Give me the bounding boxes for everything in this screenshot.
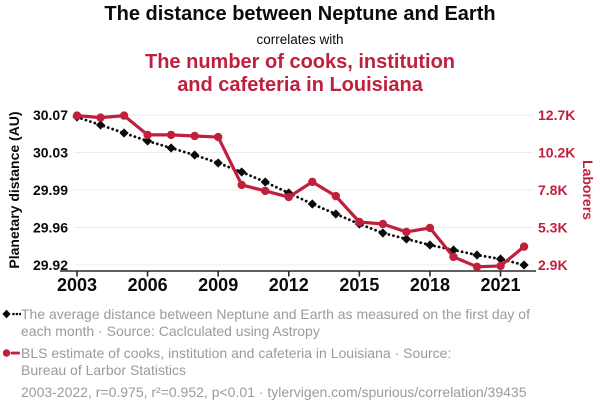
svg-text:2.9K: 2.9K bbox=[538, 257, 568, 273]
svg-text:2012: 2012 bbox=[269, 275, 309, 295]
svg-text:7.8K: 7.8K bbox=[538, 182, 568, 198]
legend-text-line: Bureau of Larbor Statistics bbox=[21, 362, 186, 378]
svg-text:2018: 2018 bbox=[410, 275, 450, 295]
chart-subtitle: The number of cooks, institution and caf… bbox=[0, 51, 600, 97]
svg-text:12.7K: 12.7K bbox=[538, 107, 575, 123]
svg-text:2006: 2006 bbox=[128, 275, 168, 295]
svg-text:29.96: 29.96 bbox=[33, 220, 68, 236]
svg-text:2015: 2015 bbox=[339, 275, 379, 295]
legend-text-line: each month · Source: Caclculated using A… bbox=[21, 323, 320, 339]
svg-text:2003: 2003 bbox=[57, 275, 97, 295]
svg-text:10.2K: 10.2K bbox=[538, 145, 575, 161]
stats-footer: 2003-2022, r=0.975, r²=0.952, p<0.01 · t… bbox=[21, 384, 527, 400]
black-diamond-dotted-marker-icon bbox=[2, 309, 21, 319]
subtitle-line-1: The number of cooks, institution bbox=[145, 51, 455, 73]
svg-text:29.92: 29.92 bbox=[33, 257, 68, 273]
legend-item-neptune-distance: The average distance between Neptune and… bbox=[2, 306, 590, 340]
legend-item-cooks-louisiana: BLS estimate of cooks, institution and c… bbox=[2, 345, 590, 379]
correlates-with-text: correlates with bbox=[256, 32, 344, 47]
svg-text:2021: 2021 bbox=[481, 275, 521, 295]
legend-text-line: The average distance between Neptune and… bbox=[21, 306, 530, 322]
chart-canvas: 2003 2006 2009 2012 2015 2018 2021 30.07 30.03 29… bbox=[33, 107, 575, 295]
svg-text:30.07: 30.07 bbox=[33, 107, 68, 123]
svg-text:5.3K: 5.3K bbox=[538, 220, 568, 236]
legend-text-line: BLS estimate of cooks, institution and c… bbox=[21, 345, 452, 361]
chart-title: The distance between Neptune and Earth bbox=[104, 3, 496, 25]
svg-text:29.99: 29.99 bbox=[33, 182, 68, 198]
svg-text:2009: 2009 bbox=[198, 275, 238, 295]
subtitle-line-2: and cafeteria in Louisiana bbox=[177, 74, 423, 96]
red-circle-line-marker-icon bbox=[2, 349, 20, 357]
svg-text:30.03: 30.03 bbox=[33, 145, 68, 161]
